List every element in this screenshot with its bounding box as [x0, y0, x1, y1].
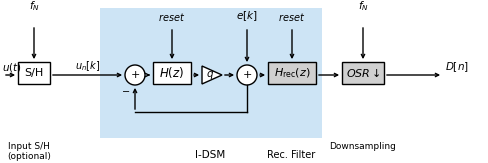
- Bar: [153, 62, 191, 84]
- Text: $H(z)$: $H(z)$: [160, 66, 184, 81]
- Text: $u(t)$: $u(t)$: [2, 61, 22, 74]
- Text: $+$: $+$: [130, 68, 140, 80]
- Text: S/H: S/H: [24, 68, 43, 78]
- Bar: [342, 62, 384, 84]
- Text: Downsampling: Downsampling: [329, 142, 396, 151]
- Polygon shape: [202, 66, 222, 84]
- Circle shape: [125, 65, 145, 85]
- Text: $reset$: $reset$: [159, 11, 185, 23]
- Text: $q$: $q$: [206, 69, 214, 81]
- Text: $OSR{\downarrow}$: $OSR{\downarrow}$: [346, 67, 380, 79]
- Circle shape: [237, 65, 257, 85]
- Bar: [100, 8, 320, 138]
- Text: $H_{\mathrm{rec}}(z)$: $H_{\mathrm{rec}}(z)$: [274, 66, 310, 80]
- Bar: [260, 8, 322, 138]
- Text: Input S/H
(optional): Input S/H (optional): [7, 142, 51, 161]
- Text: $e[k]$: $e[k]$: [236, 9, 258, 23]
- Text: I-DSM: I-DSM: [195, 150, 225, 160]
- Bar: [268, 62, 316, 84]
- Text: $+$: $+$: [242, 68, 252, 80]
- Bar: [18, 62, 50, 84]
- Text: $reset$: $reset$: [278, 11, 305, 23]
- Text: $f_N$: $f_N$: [29, 0, 40, 13]
- Text: Rec. Filter: Rec. Filter: [267, 150, 315, 160]
- Text: $f_N$: $f_N$: [358, 0, 368, 13]
- Text: $D[n]$: $D[n]$: [445, 60, 469, 74]
- Text: $u_n[k]$: $u_n[k]$: [75, 59, 100, 73]
- Text: $-$: $-$: [122, 86, 131, 96]
